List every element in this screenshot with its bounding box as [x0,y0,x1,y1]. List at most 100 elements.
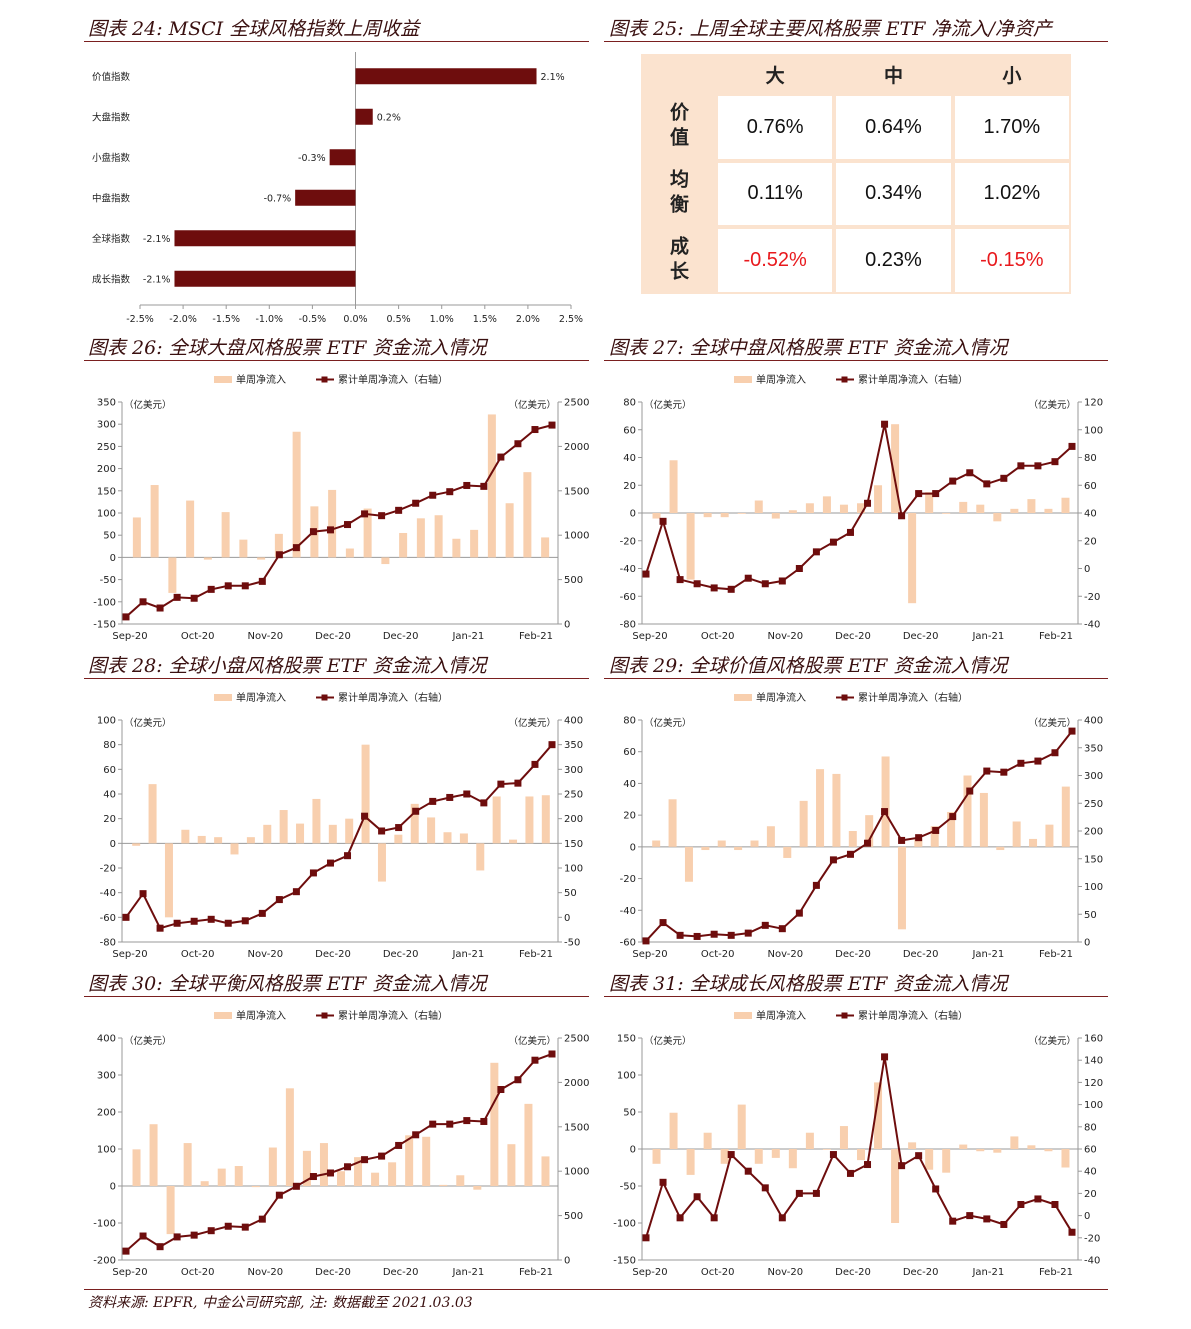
fig28-line-marker [429,797,437,805]
fig26-line-marker [224,582,232,590]
fig29-bar [1029,838,1038,847]
fig29-line-marker [710,930,718,938]
fig31-bar [822,1149,831,1150]
fig24-x-tick-label: -1.0% [256,314,284,325]
fig30-bar [149,1124,158,1186]
fig27-bar [652,513,661,519]
fig29-bar [865,815,874,847]
fig28-bar [197,835,206,844]
fig25-column-header: 小 [1002,64,1022,87]
fig29-legend-bar-label: 单周净流入 [756,691,806,704]
fig30-x-tick-label: Oct-20 [181,1267,215,1278]
fig29-bar [979,792,988,847]
fig25-value-cell: 0.64% [836,96,951,159]
fig31-x-tick-label: Feb-21 [1039,1267,1073,1278]
fig27-bar [976,504,985,513]
fig26-bar [328,489,337,558]
fig26-left-tick-label: 250 [97,442,116,453]
fig31-left-tick-label: -50 [620,1182,636,1193]
fig28-bar [361,744,370,844]
fig31-left-tick-label: -100 [613,1219,636,1230]
fig24-title-rule [84,41,589,42]
fig31-bar [737,1104,746,1149]
fig31-chart: 单周净流入 累计单周净流入（右轴） （亿美元） （亿美元） -150 -100 -50 0 50… [604,1004,1109,1284]
fig30-bar [200,1181,209,1186]
fig28-bar [443,832,452,844]
fig30-line-marker [156,1243,164,1251]
fig31-line-marker [898,1162,906,1170]
fig26-line-marker [412,499,420,507]
fig31-bar [908,1142,917,1149]
fig31-line-marker [1068,1228,1076,1236]
fig29-line-marker [1017,759,1025,767]
fig27-right-tick-label: -40 [1084,620,1100,631]
fig29-left-tick-label: -20 [620,874,636,885]
fig28-bar [525,796,534,844]
fig28-right-tick-label: 100 [564,864,583,875]
fig27-x-tick-label: Nov-20 [768,631,804,642]
fig31-x-tick-label: Dec-20 [903,1267,939,1278]
fig29-line-marker [812,881,820,889]
fig31-right-tick-label: 100 [1084,1100,1103,1111]
fig31-line-marker [915,1152,923,1160]
fig31-bar [976,1149,985,1152]
fig27-bar [839,504,848,513]
fig31-bar [857,1149,865,1161]
fig24-category-label: 中盘指数 [92,192,131,204]
fig27-line-marker [795,565,803,572]
fig27-bar [754,500,763,513]
fig26-left-tick-label: -50 [100,575,116,586]
fig29-left-tick-label: -60 [620,938,636,949]
fig31-left-tick-label: 150 [617,1034,636,1045]
fig31-line-marker [642,1234,650,1242]
fig26-line-marker [548,421,556,429]
fig26-title: 图表 26: 全球大盘风格股票 ETF 资金流入情况 [88,337,487,359]
fig30-line-marker [395,1141,403,1149]
fig27-chart: 单周净流入 累计单周净流入（右轴） （亿美元） （亿美元） -80 -60 -40 -20 0 2… [604,368,1109,648]
fig27-right-tick-label: 20 [1084,536,1097,547]
fig27-line-marker [864,499,872,507]
fig27-bar [686,513,695,580]
fig29-line-marker [761,921,769,929]
fig26-left-tick-label: 50 [103,531,116,542]
fig31-bar [720,1149,729,1164]
fig31-bar [874,1082,883,1149]
fig29-line-marker [659,919,667,927]
fig31-line-marker [795,1189,803,1197]
fig30-legend-bar-swatch [214,1012,232,1019]
fig28-bar [459,833,468,844]
fig28-bar [296,823,305,844]
fig28-cumulative-line [125,744,553,930]
fig27-bar [788,510,797,513]
fig25-table: 大中小价值 0.76% 0.64% 1.70% 均衡 0.11% 0.34% 1.02% 成长 -… [641,54,1071,294]
fig26-line-marker [497,453,505,461]
fig25-value-cell: 0.23% [836,229,951,292]
fig28-bar [132,843,141,846]
fig26-legend-bar-swatch [214,376,232,383]
fig28-line-marker [275,896,283,904]
fig27-line-marker [1017,462,1025,470]
fig28-legend-line-marker [321,694,328,701]
fig29-left-tick-label: 80 [623,716,636,727]
fig28-bar [214,837,223,844]
fig27-bar [1027,499,1036,513]
fig24-x-tick-label: 0.0% [343,314,367,325]
fig28-x-tick-label: Dec-20 [315,949,351,960]
fig28-bar [492,796,501,844]
fig30-bar [541,1156,550,1186]
fig30-left-tick-label: 200 [97,1108,116,1119]
fig26-bar [363,508,372,558]
fig30-bar [302,1150,311,1186]
fig29-x-tick-label: Nov-20 [768,949,804,960]
fig27-left-unit: （亿美元） [644,399,692,411]
fig26-line-marker [292,544,300,552]
fig26-bar [399,532,408,558]
fig27-left-tick-label: 40 [623,453,636,464]
fig26-line-marker [361,510,369,518]
fig29-right-tick-label: 350 [1084,743,1103,754]
fig30-right-tick-label: 0 [564,1256,570,1267]
fig25-value-cell: 0.34% [836,162,951,226]
fig31-bar [686,1149,695,1175]
fig31-line-marker [966,1212,974,1220]
fig30-right-tick-label: 2500 [564,1034,589,1045]
